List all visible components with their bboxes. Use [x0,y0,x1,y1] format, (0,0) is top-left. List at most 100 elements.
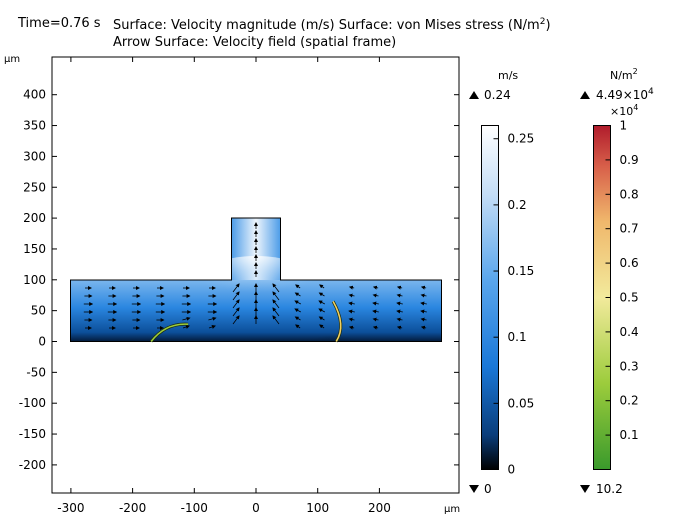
fluid-boundary [70,217,442,342]
stress-multiplier-exp: 4 [633,103,638,112]
flap2-wake [294,306,374,342]
y-tick-label: 250 [23,180,46,194]
velocity-arrow [420,325,427,330]
velocity-arrow [318,308,326,313]
flap1-wake [110,320,214,342]
plot-title-line2: Arrow Surface: Velocity field (spatial f… [113,35,396,50]
velocity-arrow [232,283,240,293]
colorbar-tick-label: 0.5 [620,291,639,305]
velocity-colorbar [481,125,499,470]
velocity-arrow [420,301,427,306]
stress-multiplier-base: ×10 [610,105,633,118]
velocity-arrow [318,316,325,321]
colorbar-tick-label: 0.2 [508,198,527,212]
x-tick-label: -300 [57,501,84,515]
velocity-min-triangle-icon [469,485,479,493]
x-axis-ticks: -300 -200 -100 0 100 200 [57,57,391,515]
velocity-arrow [232,299,240,309]
velocity-arrow [396,301,403,306]
velocity-arrow [232,315,240,325]
velocity-arrow [208,325,216,329]
velocity-arrow [420,317,427,322]
velocity-arrow [396,317,403,322]
velocity-arrow [319,284,325,289]
velocity-arrow [318,300,326,305]
plot-title-line1-end: ) [545,18,550,33]
elastic-flaps [149,300,343,343]
stress-unit-sup: 2 [633,67,638,76]
y-tick-label: 150 [23,242,46,256]
y-tick-label: 0 [38,335,46,349]
stress-max-label: 4.49×104 [596,87,654,102]
velocity-arrow [272,291,280,301]
y-tick-label: 50 [31,304,46,318]
colorbar-tick-label: 0.3 [620,359,639,373]
velocity-max-triangle-icon [469,91,479,99]
fluid-domain [70,218,442,342]
stress-unit-label: N/m2 [610,67,638,82]
colorbar-tick-label: 0.25 [508,132,535,146]
time-label: Time=0.76 s [17,16,101,31]
colorbar-tick-label: 0.4 [620,325,639,339]
velocity-arrow [396,325,403,330]
colorbar-tick-label: 0.9 [620,153,639,167]
y-tick-label: -100 [19,396,46,410]
colorbar-tick-label: 0.7 [620,222,639,236]
plot-title-line1: Surface: Velocity magnitude (m/s) Surfac… [113,17,551,33]
velocity-arrow [272,283,280,293]
velocity-arrow [318,292,325,297]
outlet-corner-wake [410,322,442,342]
velocity-arrow [272,315,280,325]
velocity-arrow [420,293,427,298]
colorbar-tick-label: 0.15 [508,264,535,278]
velocity-arrow [372,309,379,314]
colorbar-tick-label: 0 [508,463,516,477]
colorbar-tick-label: 0.1 [620,428,639,442]
colorbar-tick-label: 0.2 [620,394,639,408]
velocity-arrow [182,325,190,329]
velocity-arrow [396,293,403,298]
velocity-arrow [348,317,355,322]
velocity-arrow [372,301,379,306]
velocity-arrow [272,299,280,309]
x-tick-label: 0 [252,501,260,515]
velocity-arrow [396,285,403,290]
velocity-arrow [372,293,379,298]
plot-title-line1-sup: 2 [540,17,546,27]
x-tick-label: 100 [306,501,329,515]
x-tick-label: -200 [119,501,146,515]
colorbar-tick-label: 0.8 [620,187,639,201]
velocity-arrow [348,285,355,290]
stress-min-triangle-icon [580,485,590,493]
stress-min-label: 10.2 [596,482,623,496]
y-tick-label: -150 [19,427,46,441]
y-unit-label: µm [4,54,20,65]
colorbar-tick-label: 1 [620,119,628,133]
velocity-unit-label: m/s [498,69,518,82]
colorbar-tick-label: 0.1 [508,330,527,344]
velocity-arrow [232,307,240,317]
y-tick-label: -200 [19,458,46,472]
velocity-arrow [396,309,403,314]
velocity-arrow [294,292,301,297]
x-tick-label: -100 [181,501,208,515]
stress-colorbar-ticks: 1 0.9 0.8 0.7 0.6 0.5 0.4 0.3 0.2 0.1 [605,119,639,442]
plot-title-line1-text: Surface: Velocity magnitude (m/s) Surfac… [113,18,540,33]
velocity-min-label: 0 [484,482,492,496]
colorbar-tick-label: 0.6 [620,256,639,270]
velocity-arrows [83,222,427,330]
y-tick-label: -50 [26,365,46,379]
velocity-arrow [232,291,240,301]
stress-max-base: 4.49×10 [596,88,648,102]
velocity-arrow [295,284,301,289]
velocity-arrow [182,316,191,321]
velocity-arrow [372,317,379,322]
stress-multiplier-label: ×104 [610,103,638,118]
velocity-arrow [372,285,379,290]
y-tick-label: 350 [23,119,46,133]
y-tick-label: 300 [23,149,46,163]
x-tick-label: 200 [368,501,391,515]
velocity-arrow [420,309,427,314]
flap-stress [332,301,342,342]
